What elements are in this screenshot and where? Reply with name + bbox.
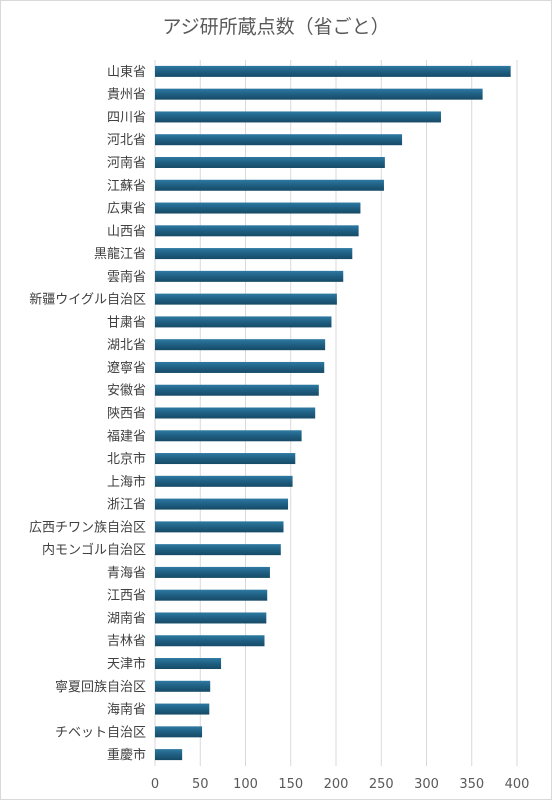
x-tick-label: 200	[324, 777, 349, 792]
category-label: 重慶市	[107, 747, 146, 763]
category-label: 河南省	[107, 155, 146, 171]
category-label: 広西チワン族自治区	[29, 519, 146, 535]
bar	[155, 111, 441, 123]
category-label: チベット自治区	[55, 725, 146, 740]
category-label: 北京市	[107, 451, 146, 467]
bar	[155, 384, 319, 396]
bar	[155, 225, 359, 237]
bar	[155, 270, 344, 282]
bar	[155, 88, 483, 100]
category-label: 湖北省	[107, 338, 146, 353]
chart-title: アジ研所蔵点数（省ごと）	[162, 16, 390, 38]
bar	[155, 430, 302, 442]
bar	[155, 65, 511, 77]
bar	[155, 544, 281, 556]
category-label: 安徽省	[107, 384, 146, 399]
bar	[155, 749, 183, 761]
bar	[155, 293, 337, 305]
category-label: 海南省	[107, 702, 146, 718]
bar	[155, 498, 289, 510]
bar	[155, 202, 361, 214]
x-tick-label: 100	[233, 777, 258, 792]
category-label: 寧夏回族自治区	[55, 679, 146, 695]
bar	[155, 635, 265, 647]
category-label: 湖南省	[107, 610, 146, 626]
x-tick-label: 250	[369, 777, 394, 792]
x-tick-label: 300	[414, 777, 439, 792]
category-label: 上海市	[107, 474, 146, 490]
category-label: 黒龍江省	[94, 246, 146, 262]
category-label: 内モンゴル自治区	[42, 542, 146, 558]
bar	[155, 703, 210, 715]
category-label: 河北省	[107, 133, 146, 148]
bar	[155, 521, 284, 533]
bar	[155, 179, 384, 191]
bar	[155, 680, 211, 692]
bar	[155, 589, 268, 601]
bar	[155, 453, 296, 465]
category-labels: 山東省貴州省四川省河北省河南省江蘇省広東省山西省黒龍江省雲南省新疆ウイグル自治区…	[29, 64, 146, 763]
category-label: 浙江省	[107, 498, 146, 513]
x-tick-label: 150	[278, 777, 303, 792]
bar	[155, 407, 316, 419]
category-label: 貴州省	[107, 88, 146, 103]
category-label: 広東省	[107, 201, 146, 217]
bar	[155, 134, 403, 146]
bar	[155, 339, 326, 351]
x-tick-label: 350	[459, 777, 484, 792]
bar	[155, 248, 353, 260]
category-label: 陝西省	[107, 406, 146, 422]
bar	[155, 612, 267, 624]
bar	[155, 658, 222, 670]
x-tick-label: 50	[192, 777, 209, 792]
category-label: 山東省	[107, 64, 146, 80]
category-label: 遼寧省	[107, 360, 146, 376]
category-label: 江西省	[107, 589, 146, 604]
category-label: 新疆ウイグル自治区	[29, 292, 146, 308]
category-label: 山西省	[107, 224, 146, 239]
category-label: 雲南省	[107, 269, 146, 285]
bar	[155, 156, 385, 168]
x-tick-label: 400	[505, 777, 530, 792]
x-tick-labels: 0 50 100 150 200 250 300 350 400	[151, 777, 530, 792]
bar	[155, 475, 293, 487]
category-label: 天津市	[107, 656, 146, 672]
category-label: 福建省	[107, 429, 146, 444]
category-label: 四川省	[107, 110, 146, 125]
bar	[155, 726, 203, 738]
category-label: 青海省	[107, 566, 146, 581]
category-label: 江蘇省	[107, 179, 146, 194]
x-tick-label: 0	[151, 777, 159, 792]
category-label: 甘粛省	[107, 315, 146, 330]
bar	[155, 316, 332, 328]
bar	[155, 566, 270, 578]
category-label: 吉林省	[107, 634, 146, 649]
bar	[155, 361, 325, 373]
bars	[155, 65, 511, 761]
